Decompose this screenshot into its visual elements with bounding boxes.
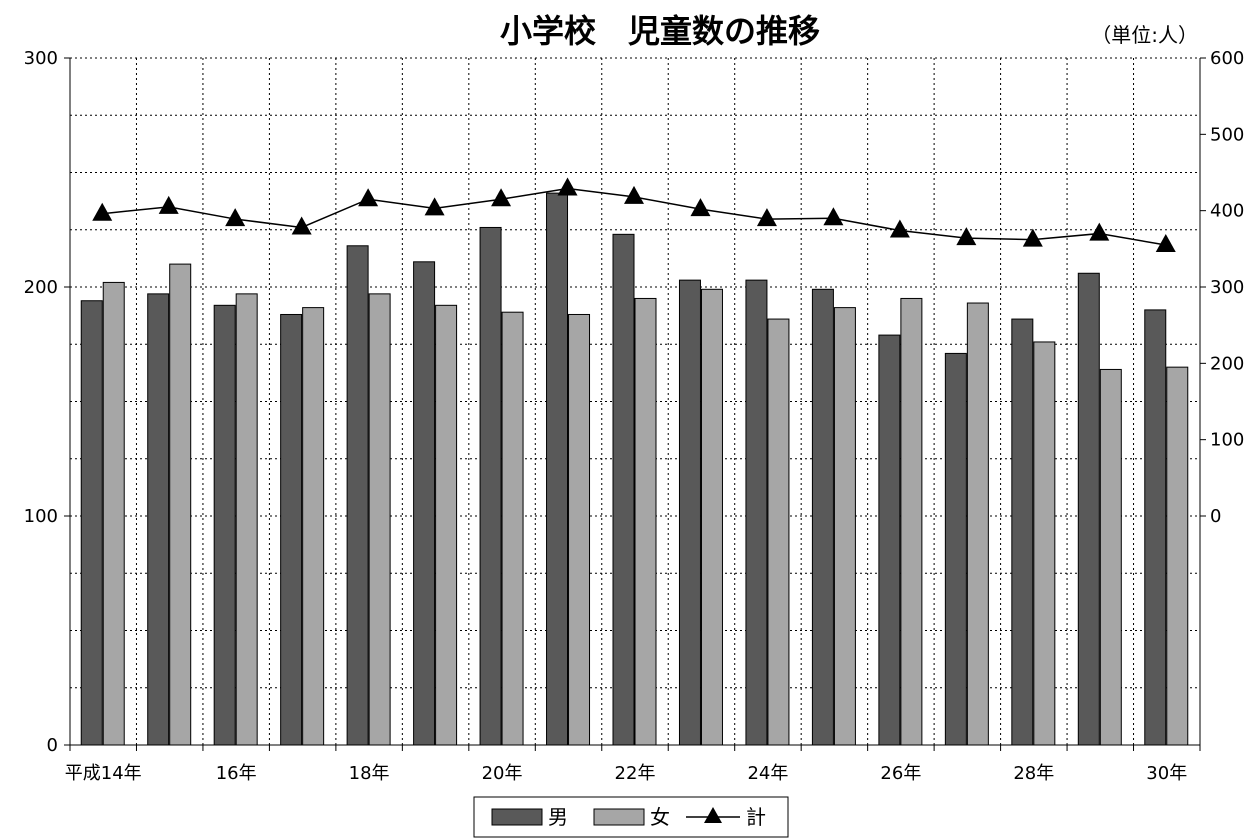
point-total: [1155, 234, 1176, 253]
point-total: [291, 216, 312, 235]
x-tick-label: 20年: [482, 763, 523, 784]
bar-female: [1166, 366, 1189, 746]
legend-swatch-female: [593, 808, 645, 826]
y-right-tick-label: 300: [1210, 277, 1244, 298]
bar-female: [1099, 368, 1122, 746]
point-total: [424, 197, 445, 216]
bar-male: [147, 293, 170, 746]
bar-female: [900, 297, 923, 746]
point-total: [491, 188, 512, 207]
point-total: [1022, 228, 1043, 247]
unit-label: （単位:人）: [1091, 23, 1198, 47]
x-tick-label: 24年: [747, 763, 788, 784]
bar-male: [678, 279, 701, 746]
bar-female: [169, 263, 192, 746]
y-right-tick-label: 0: [1210, 506, 1221, 527]
y-right-tick-label: 100: [1210, 430, 1244, 451]
point-total: [956, 227, 977, 246]
bar-male: [80, 300, 103, 746]
x-tick-label: 22年: [615, 763, 656, 784]
bar-female: [435, 304, 458, 746]
bar-female: [634, 297, 657, 746]
bar-female: [767, 318, 790, 746]
bar-male: [479, 226, 502, 746]
point-total: [557, 177, 578, 196]
y-right-tick-label: 600: [1210, 48, 1244, 69]
axis-layer: 0 100 200 300 0 100 200 300 400 500 600 平成14年 16年 18年…: [24, 48, 1245, 784]
point-total: [92, 202, 113, 221]
bar-male: [346, 245, 369, 746]
bar-male: [1144, 309, 1167, 746]
y-left-tick-label: 200: [24, 277, 58, 298]
legend-label-female: 女: [650, 805, 670, 829]
y-right-tick-label: 500: [1210, 124, 1244, 145]
bar-female: [302, 307, 325, 746]
legend-swatch-male: [491, 808, 543, 826]
bar-male: [1011, 318, 1034, 746]
bar-female: [700, 288, 723, 746]
y-right-tick-label: 400: [1210, 201, 1244, 222]
bar-layer: [80, 192, 1189, 746]
point-total: [624, 185, 644, 204]
legend: 男女計: [473, 796, 789, 838]
bar-female: [833, 307, 856, 746]
point-total: [756, 208, 777, 227]
bar-male: [213, 304, 236, 746]
bar-male: [413, 261, 436, 746]
bar-male: [280, 313, 303, 746]
legend-label-total: 計: [746, 805, 766, 829]
line-layer: [92, 177, 1176, 253]
y-left-tick-label: 100: [24, 506, 58, 527]
y-left-tick-label: 300: [24, 48, 58, 69]
point-total: [690, 198, 711, 217]
x-tick-label: 18年: [349, 763, 390, 784]
point-total: [823, 207, 844, 226]
point-total: [158, 195, 179, 214]
bar-female: [368, 293, 391, 746]
y-right-tick-label: 200: [1210, 353, 1244, 374]
bar-male: [944, 352, 967, 746]
x-tick-label: 26年: [880, 763, 921, 784]
point-total: [225, 208, 246, 227]
x-tick-label: 16年: [216, 763, 257, 784]
bar-female: [966, 302, 989, 746]
bar-female: [568, 313, 591, 746]
bar-male: [546, 192, 569, 746]
legend-swatch-total-marker: [704, 807, 722, 823]
y-left-tick-label: 0: [47, 735, 58, 756]
chart-title: 小学校 児童数の推移: [500, 12, 820, 50]
legend-label-male: 男: [548, 805, 568, 829]
point-total: [358, 188, 379, 207]
bar-female: [501, 311, 524, 746]
x-tick-label: 28年: [1013, 763, 1054, 784]
bar-male: [1077, 272, 1100, 746]
bar-male: [745, 279, 768, 746]
x-tick-label: 平成14年: [65, 763, 142, 784]
bar-male: [878, 334, 901, 746]
bar-female: [102, 281, 125, 746]
bar-female: [1033, 341, 1056, 746]
point-total: [1089, 222, 1110, 241]
bar-male: [811, 288, 834, 746]
point-total: [889, 219, 910, 238]
x-tick-label: 30年: [1146, 763, 1187, 784]
bar-female: [235, 293, 258, 746]
bar-male: [612, 233, 635, 746]
